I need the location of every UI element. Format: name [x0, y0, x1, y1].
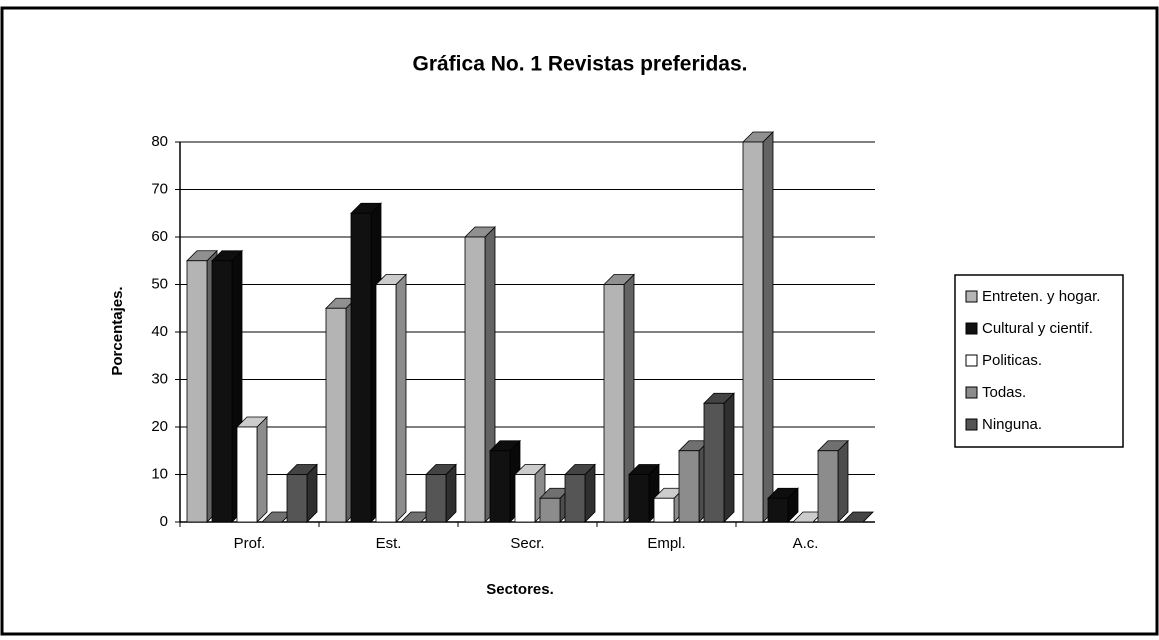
bar [186, 260, 208, 523]
y-tick-label: 40 [151, 323, 168, 340]
legend-box [954, 274, 1124, 448]
legend-swatch [965, 354, 978, 367]
y-axis-title: Porcentajes. [109, 286, 126, 375]
x-axis-title: Sectores. [486, 581, 554, 598]
legend-swatch [965, 386, 978, 399]
legend-swatch [965, 418, 978, 431]
x-tick-label: Empl. [647, 535, 685, 552]
y-tick-label: 0 [160, 513, 168, 530]
y-tick-label: 70 [151, 180, 168, 197]
bar [564, 474, 586, 523]
bar [236, 426, 258, 523]
bar [350, 212, 372, 523]
legend-label: Entreten. y hogar. [982, 288, 1100, 305]
legend-label: Politicas. [982, 352, 1042, 369]
bar-top [842, 511, 874, 523]
x-tick-label: Est. [376, 535, 402, 552]
legend-label: Ninguna. [982, 416, 1042, 433]
x-tick-label: Prof. [234, 535, 266, 552]
bar [628, 474, 650, 523]
bar [211, 260, 233, 523]
legend-swatch [965, 290, 978, 303]
chart-title: Gráfica No. 1 Revistas preferidas. [413, 53, 748, 76]
bar-side [256, 416, 268, 523]
y-tick-label: 80 [151, 133, 168, 150]
bar-side [837, 439, 849, 523]
x-tick-label: A.c. [793, 535, 819, 552]
legend-label: Todas. [982, 384, 1026, 401]
y-tick-label: 50 [151, 275, 168, 292]
bar-side [762, 131, 774, 523]
y-tick-label: 30 [151, 370, 168, 387]
bar [653, 497, 675, 523]
bar-side [395, 273, 407, 523]
legend-swatch [965, 322, 978, 335]
bar [703, 402, 725, 523]
bar [286, 474, 308, 523]
bar-side [723, 392, 735, 523]
x-tick-label: Secr. [510, 535, 544, 552]
bar [767, 497, 789, 523]
y-tick-label: 20 [151, 418, 168, 435]
bar [375, 284, 397, 523]
bar [742, 141, 764, 523]
y-tick-label: 60 [151, 228, 168, 245]
bar [464, 236, 486, 523]
bar [514, 474, 536, 523]
legend-label: Cultural y cientif. [982, 320, 1093, 337]
bar [325, 307, 347, 523]
bar [539, 497, 561, 523]
bar [425, 474, 447, 523]
bar [489, 450, 511, 523]
bar [817, 450, 839, 523]
bar [603, 284, 625, 523]
frame [0, 6, 1159, 636]
bar [678, 450, 700, 523]
y-tick-label: 10 [151, 465, 168, 482]
